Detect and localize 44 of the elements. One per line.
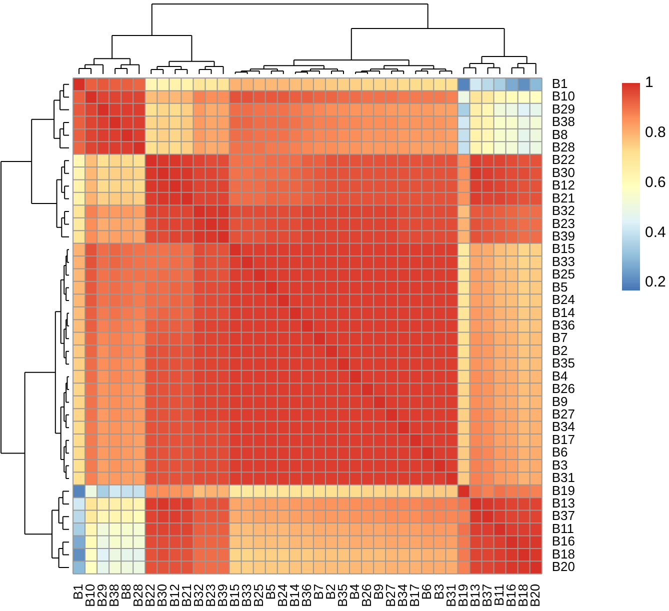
y-tick-label: B7 [552, 330, 568, 346]
y-tick-label: B19 [552, 482, 576, 498]
y-tick-label: B3 [552, 457, 568, 472]
y-tick-label: B38 [552, 114, 576, 130]
y-tick-label: B15 [552, 241, 576, 256]
color-bar-label: 0.8 [645, 124, 666, 142]
y-tick-label: B24 [552, 292, 576, 308]
color-bar-label: 1 [645, 74, 654, 92]
y-tick-label: B18 [552, 546, 576, 562]
y-tick-label: B22 [552, 152, 576, 168]
color-bar-label: 0.6 [645, 174, 666, 191]
y-tick-label: B1 [552, 76, 568, 91]
y-tick-label: B6 [552, 444, 568, 460]
y-tick-label: B26 [552, 381, 576, 396]
y-tick-label: B9 [552, 394, 568, 409]
y-tick-label: B30 [552, 164, 576, 180]
y-tick-label: B28 [552, 140, 576, 155]
y-tick-label: B17 [552, 432, 576, 447]
y-tick-label: B33 [552, 254, 576, 269]
y-tick-label: B13 [552, 496, 576, 511]
y-tick-label: B36 [552, 318, 576, 333]
y-tick-label: B5 [552, 279, 568, 294]
y-tick-label: B25 [552, 266, 576, 282]
y-tick-label: B29 [552, 101, 576, 116]
y-tick-label: B12 [552, 178, 576, 193]
y-tick-label: B32 [552, 203, 576, 218]
y-tick-label: B4 [552, 368, 568, 384]
y-tick-label: B2 [552, 342, 568, 358]
y-tick-label: B39 [552, 228, 576, 244]
y-tick-label: B10 [552, 88, 576, 104]
color-bar-label: 0.4 [645, 224, 666, 241]
y-tick-label: B20 [552, 559, 576, 574]
y-tick-label: B8 [552, 126, 568, 142]
y-tick-label: B37 [552, 508, 576, 524]
y-tick-label: B35 [552, 356, 576, 371]
y-tick-label: B23 [552, 216, 576, 231]
y-tick-label: B21 [552, 190, 576, 206]
y-tick-label: B16 [552, 534, 576, 549]
y-tick-label: B31 [552, 470, 576, 486]
y-tick-label: B34 [552, 419, 576, 434]
y-tick-label: B14 [552, 304, 576, 320]
y-tick-label: B11 [552, 520, 574, 536]
color-bar-label: 0.2 [645, 274, 666, 291]
y-tick-label: B27 [552, 406, 576, 422]
